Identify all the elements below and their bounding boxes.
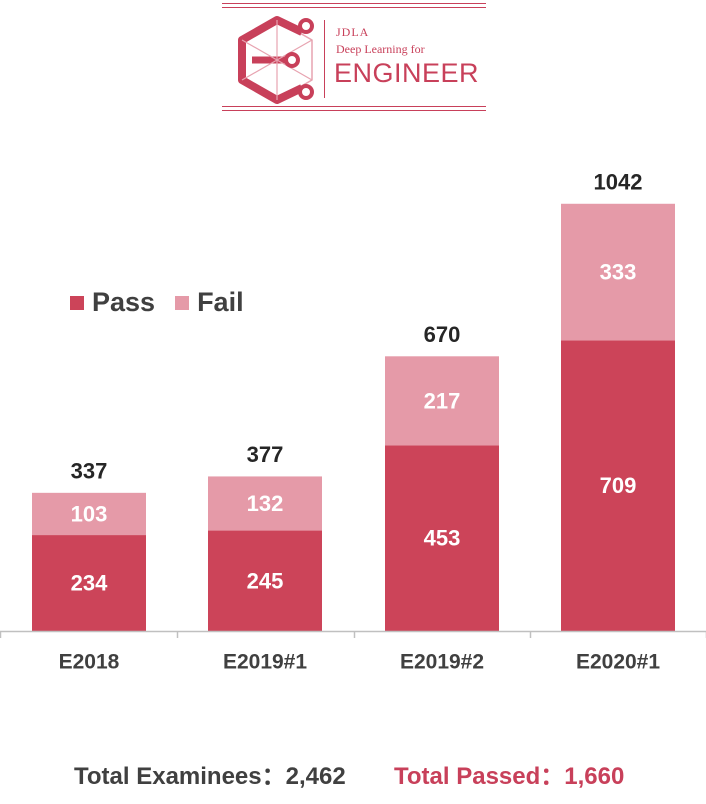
- bar-pass-3: [385, 445, 499, 631]
- logo-divider: [324, 20, 325, 98]
- data-label-fail-2: 132: [247, 491, 284, 516]
- logo-jdla-text: JDLA: [336, 25, 370, 39]
- legend-swatch-pass: [70, 295, 84, 310]
- bar-fail-1: [32, 492, 146, 536]
- legend-label-pass: Pass: [92, 287, 156, 317]
- legend-item-pass: Pass: [70, 287, 155, 318]
- bar-fail-2: [208, 476, 322, 531]
- data-label-pass-2: 245: [247, 568, 284, 593]
- logo-bottom-rule-2: [222, 110, 486, 111]
- legend-label-fail: Fail: [197, 287, 244, 317]
- bar-pass-2: [208, 530, 322, 631]
- jdla-engineer-logo: JDLA Deep Learning for ENGINEER: [222, 0, 486, 114]
- bar-pass-4: [561, 340, 675, 631]
- logo-subtitle-text: Deep Learning for: [336, 42, 425, 56]
- data-label-pass-1: 234: [71, 571, 108, 596]
- data-label-total-3: 670: [424, 322, 461, 347]
- x-tick-label-2: E2019#1: [223, 651, 307, 674]
- data-label-total-1: 337: [71, 458, 108, 483]
- logo-top-rule-2: [222, 7, 486, 8]
- x-tick-label-3: E2019#2: [400, 651, 484, 674]
- data-label-fail-3: 217: [424, 388, 461, 413]
- logo-engineer-text: ENGINEER: [334, 58, 480, 88]
- stacked-bar-chart: 234 103 337 E2018 245 132 377 E2019#1 453 217 670 E…: [0, 169, 706, 674]
- data-label-total-4: 1042: [594, 169, 643, 194]
- data-label-total-2: 377: [247, 442, 284, 467]
- bar-fail-3: [385, 356, 499, 446]
- legend-item-fail: Fail: [175, 287, 244, 318]
- data-label-fail-4: 333: [600, 260, 637, 285]
- chart-legend: Pass Fail: [70, 287, 264, 318]
- logo-top-rule: [222, 3, 486, 4]
- legend-swatch-fail: [175, 295, 190, 310]
- logo-hexagon-emblem-icon: [238, 16, 314, 104]
- logo-bottom-rule: [222, 106, 486, 107]
- x-tick-label-1: E2018: [59, 651, 120, 674]
- data-label-pass-3: 453: [424, 526, 461, 551]
- bar-fail-4: [561, 203, 675, 341]
- data-label-pass-4: 709: [600, 473, 637, 498]
- data-label-fail-1: 103: [71, 501, 108, 526]
- bar-pass-1: [32, 535, 146, 631]
- total-passed-text: Total Passed：1,660: [394, 763, 625, 790]
- x-tick-label-4: E2020#1: [576, 651, 660, 674]
- total-examinees-text: Total Examinees：2,462: [74, 763, 346, 790]
